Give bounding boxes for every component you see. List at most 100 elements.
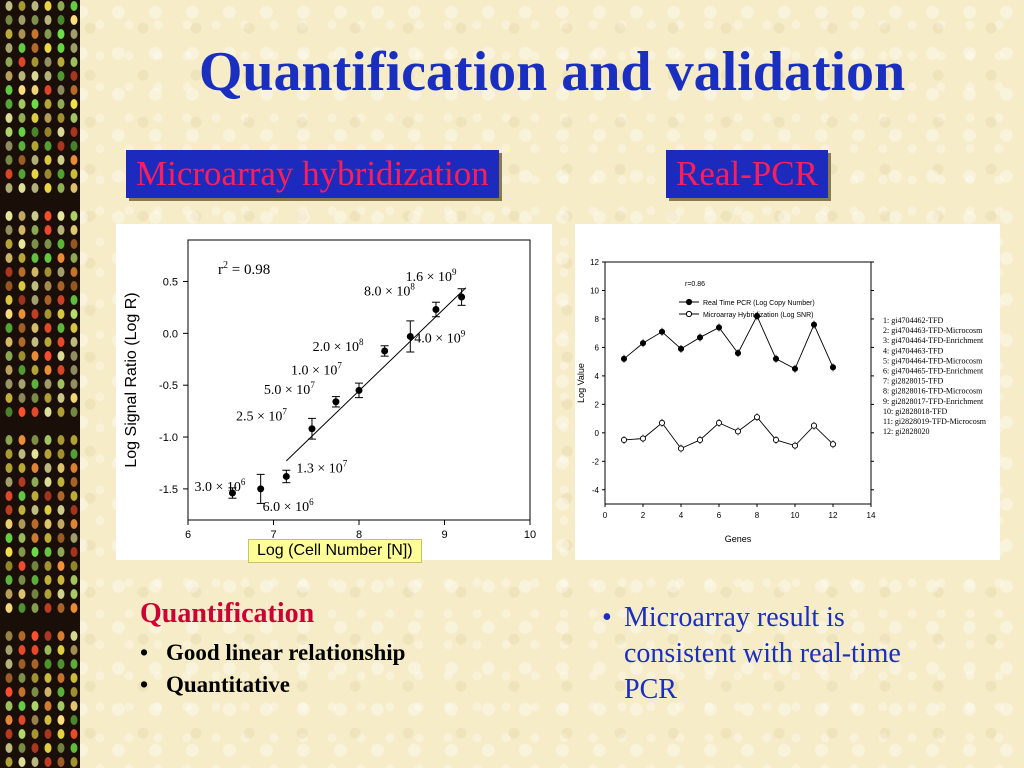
microarray-spot — [5, 645, 13, 655]
microarray-spot — [31, 351, 39, 361]
x-tick-label: 12 — [829, 511, 838, 520]
microarray-spot — [5, 225, 13, 235]
microarray-spot — [44, 71, 52, 81]
microarray-spot — [70, 477, 78, 487]
microarray-spot — [70, 113, 78, 123]
microarray-spot — [57, 757, 65, 767]
microarray-spot — [31, 477, 39, 487]
microarray-spot — [57, 351, 65, 361]
microarray-spot — [70, 463, 78, 473]
microarray-spot — [18, 15, 26, 25]
microarray-spot — [44, 113, 52, 123]
microarray-spot — [5, 575, 13, 585]
microarray-spot — [18, 687, 26, 697]
legend-marker — [685, 310, 693, 318]
microarray-spot — [18, 43, 26, 53]
microarray-spot — [44, 323, 52, 333]
microarray-spot — [57, 463, 65, 473]
microarray-spot — [57, 491, 65, 501]
microarray-spot — [31, 127, 39, 137]
microarray-spot — [31, 267, 39, 277]
microarray-spot — [31, 463, 39, 473]
microarray-spot — [44, 687, 52, 697]
microarray-spot — [44, 701, 52, 711]
microarray-spot — [44, 547, 52, 557]
microarray-spot — [57, 743, 65, 753]
microarray-spot — [57, 267, 65, 277]
microarray-spot — [5, 169, 13, 179]
microarray-spot — [70, 547, 78, 557]
gene-legend-entry: 3: gi4704464-TFD-Enrichment — [883, 336, 984, 345]
microarray-spot — [70, 393, 78, 403]
series-point — [753, 313, 761, 320]
series-point — [696, 334, 704, 341]
line-chart: 0 2 4 6 8 10 12 14 12 10 8 6 4 2 0 -2 -4 Genes Log Value r=… — [576, 258, 987, 544]
point-label: 2.5 × 107 — [236, 407, 287, 425]
microarray-spot — [31, 729, 39, 739]
microarray-spot — [31, 519, 39, 529]
microarray-spot — [57, 393, 65, 403]
microarray-spot — [18, 365, 26, 375]
microarray-spot — [57, 155, 65, 165]
gene-legend-entry: 12: gi2828020 — [883, 427, 929, 436]
y-tick-label: 4 — [595, 372, 600, 381]
microarray-spot — [70, 533, 78, 543]
microarray-spot — [70, 715, 78, 725]
microarray-spot — [31, 561, 39, 571]
microarray-spot — [5, 407, 13, 417]
gene-legend-entry: 1: gi4704462-TFD — [883, 316, 943, 325]
microarray-spot — [57, 631, 65, 641]
microarray-spot — [18, 757, 26, 767]
microarray-spot — [44, 239, 52, 249]
microarray-spot — [18, 715, 26, 725]
series-point — [696, 436, 704, 443]
microarray-spot — [5, 729, 13, 739]
microarray-spot — [5, 71, 13, 81]
microarray-spot — [5, 561, 13, 571]
microarray-spot — [18, 589, 26, 599]
microarray-spot — [5, 463, 13, 473]
point-label-exponent: 9 — [452, 267, 457, 277]
microarray-spot — [5, 295, 13, 305]
microarray-spot — [44, 729, 52, 739]
microarray-spot — [18, 561, 26, 571]
microarray-spot — [70, 141, 78, 151]
y-tick-label: 8 — [595, 315, 600, 324]
microarray-spot — [70, 155, 78, 165]
microarray-spot — [18, 449, 26, 459]
microarray-spot — [70, 365, 78, 375]
microarray-spot — [57, 379, 65, 389]
x-tick-label: 6 — [185, 529, 191, 541]
microarray-spot — [70, 561, 78, 571]
microarray-spot — [70, 631, 78, 641]
microarray-spot — [31, 113, 39, 123]
scatter-x-axis-label: Log (Cell Number [N]) — [248, 539, 422, 563]
series-point — [658, 419, 666, 426]
series-point — [829, 441, 837, 448]
microarray-spot — [44, 295, 52, 305]
microarray-spot — [44, 379, 52, 389]
microarray-spot — [18, 1, 26, 11]
microarray-spot — [57, 547, 65, 557]
y-tick-label: 10 — [590, 286, 599, 295]
data-point — [458, 293, 466, 301]
microarray-spot — [70, 491, 78, 501]
microarray-spot — [70, 449, 78, 459]
microarray-spot — [44, 365, 52, 375]
microarray-spot — [70, 225, 78, 235]
microarray-spot — [44, 463, 52, 473]
microarray-spot — [70, 337, 78, 347]
microarray-spot — [5, 57, 13, 67]
microarray-spot — [5, 631, 13, 641]
data-point — [432, 305, 440, 313]
microarray-spot — [5, 449, 13, 459]
microarray-spot — [44, 589, 52, 599]
point-label-exponent: 8 — [359, 337, 364, 347]
microarray-spot — [70, 659, 78, 669]
point-label-exponent: 6 — [309, 497, 314, 507]
microarray-spot — [57, 253, 65, 263]
microarray-spot — [31, 323, 39, 333]
microarray-spot — [70, 407, 78, 417]
microarray-spot — [31, 533, 39, 543]
microarray-spot — [57, 575, 65, 585]
